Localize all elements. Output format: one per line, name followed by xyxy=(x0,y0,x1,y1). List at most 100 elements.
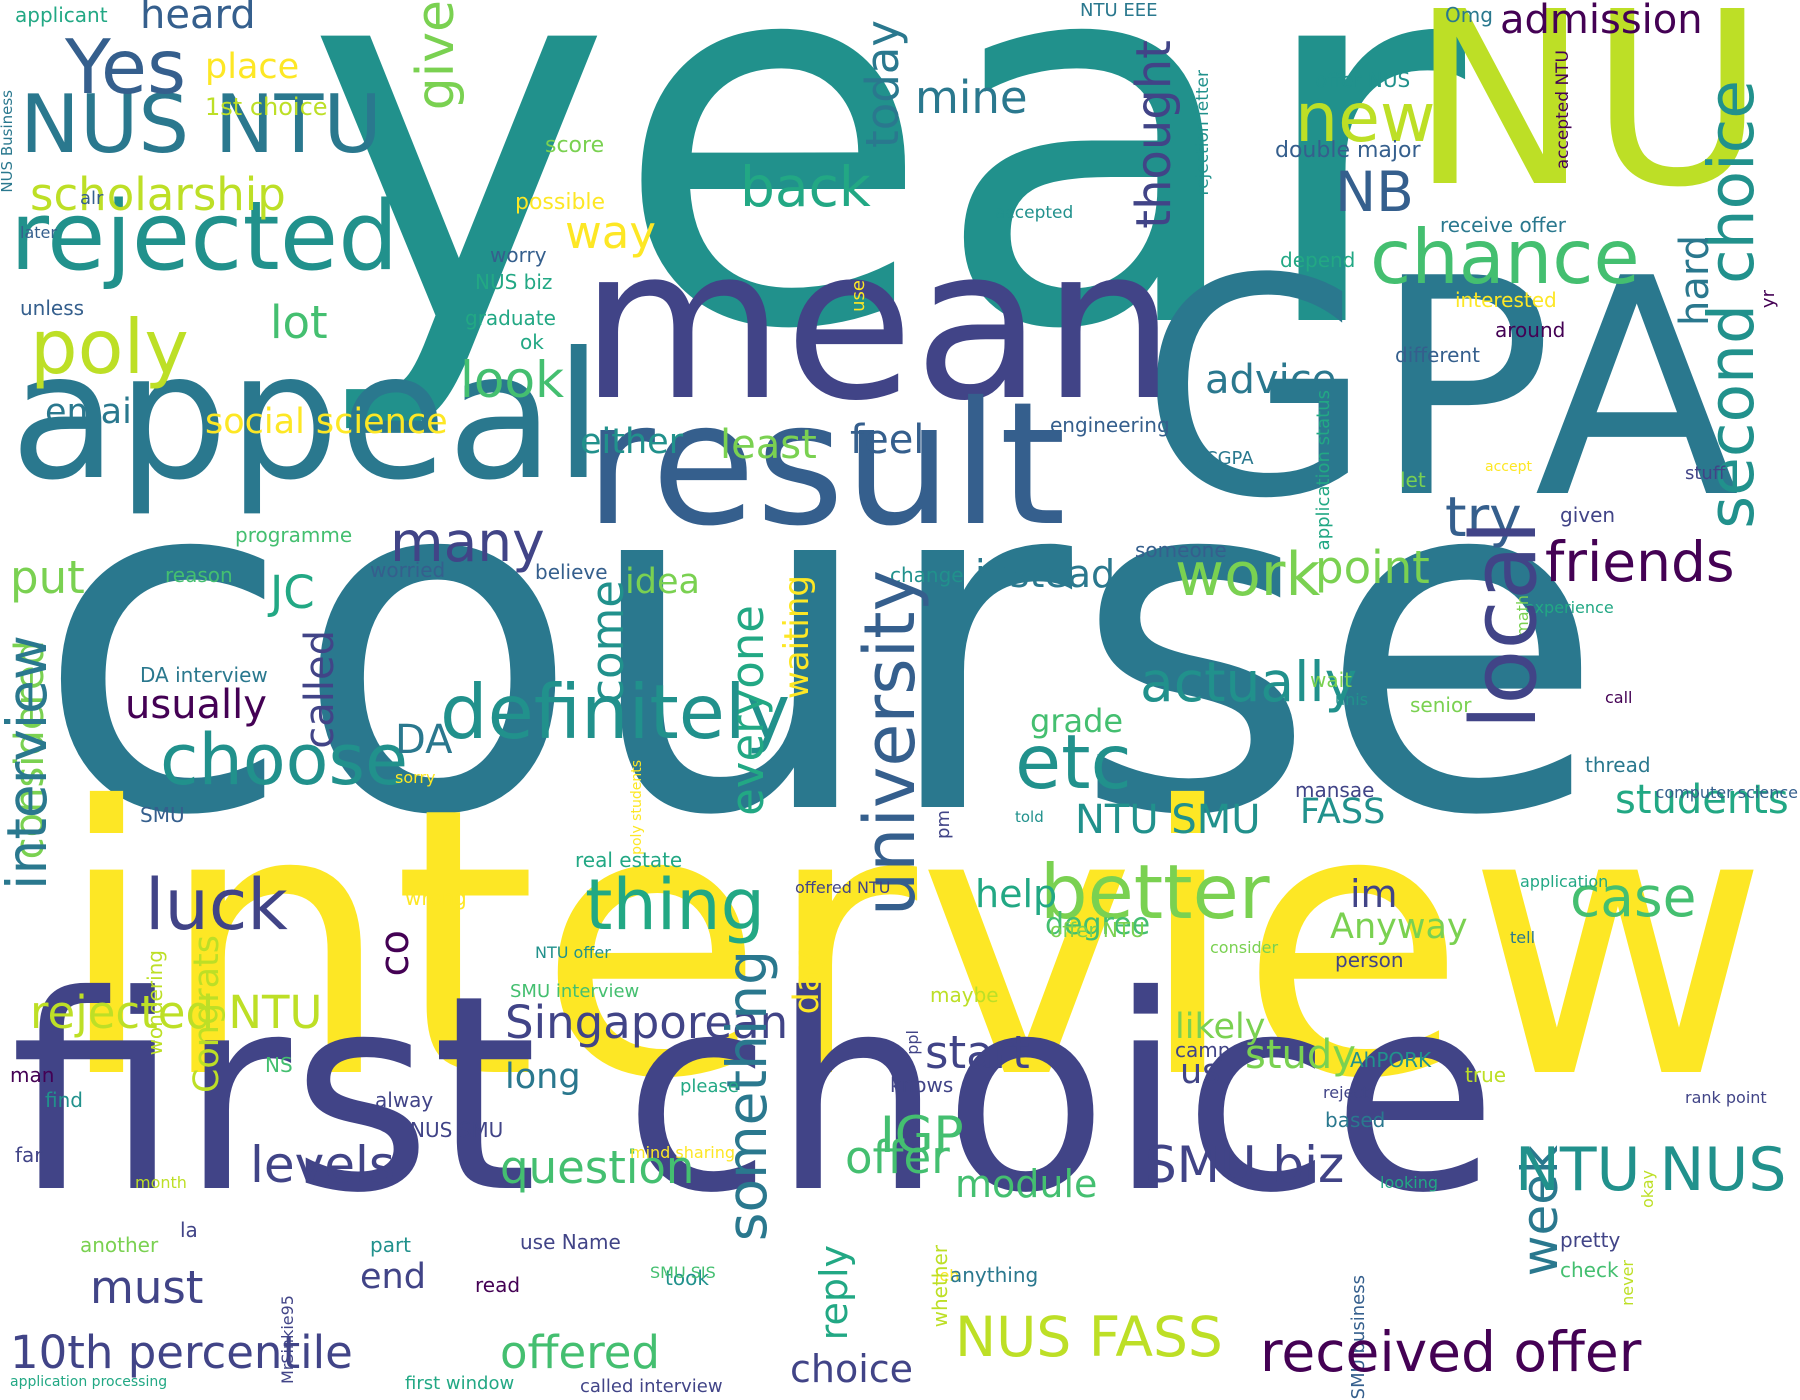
word-alway: alway xyxy=(375,1088,434,1112)
word-appeal: appeal xyxy=(10,316,603,519)
word-usually: usually xyxy=(125,682,267,728)
word-smu-biz: SMU biz xyxy=(1145,1136,1345,1194)
word-waiting: waiting xyxy=(777,575,817,699)
word-real-estate: real estate xyxy=(575,848,683,872)
word-later: later xyxy=(20,223,57,242)
word-10th-percentile: 10th percentile xyxy=(10,1326,353,1379)
word-leh: leh xyxy=(935,1266,960,1285)
word-interview: interview xyxy=(55,730,1770,1160)
word-thread: thread xyxy=(1585,753,1651,777)
word-let: let xyxy=(1400,468,1426,492)
word-1st-choice: 1st choice xyxy=(205,93,328,121)
word-please: please xyxy=(680,1076,739,1097)
word-end: end xyxy=(360,1257,426,1297)
word-thing: thing xyxy=(585,864,766,946)
word-application-processing: application processing xyxy=(10,1374,168,1390)
word-offer: offer xyxy=(845,1131,950,1184)
word-must: must xyxy=(90,1261,204,1314)
word-da: DA xyxy=(395,717,453,763)
word-degree: degree xyxy=(1045,907,1151,942)
word-place: place xyxy=(205,47,300,87)
word-case: case xyxy=(1570,865,1697,929)
word-igp: IGP xyxy=(880,1106,964,1164)
word-part: part xyxy=(370,1233,412,1257)
word-many: many xyxy=(390,510,545,574)
word-nus-ntu: NUS NTU xyxy=(20,78,382,171)
word-based: based xyxy=(1325,1108,1386,1132)
word-nus-smu: NUS SMU xyxy=(410,1118,504,1142)
word-congrats: Congrats xyxy=(187,935,227,1094)
word-ahpork: AhPORK xyxy=(1350,1048,1432,1072)
word-experience: experience xyxy=(1525,598,1614,617)
word-im: im xyxy=(1350,872,1398,916)
word-ok: ok xyxy=(520,330,544,354)
word-chance: chance xyxy=(1370,213,1640,301)
word-grade: grade xyxy=(1030,702,1124,740)
word-okay: okay xyxy=(1638,1170,1657,1209)
word-co: co xyxy=(372,930,418,977)
word-year: year xyxy=(305,0,1466,443)
word-point: point xyxy=(1315,541,1430,594)
word-check: check xyxy=(1560,1258,1619,1282)
word-rank-point: rank point xyxy=(1685,1088,1767,1107)
word-day: day xyxy=(787,950,827,1015)
word-ns: NS xyxy=(265,1053,293,1077)
word-alr: alr xyxy=(80,188,104,209)
word-come: come xyxy=(581,580,634,704)
word-look: look xyxy=(460,351,565,409)
word-nu: NU xyxy=(1410,0,1766,240)
word-smu: SMU xyxy=(140,803,185,827)
word-back: back xyxy=(740,155,871,219)
word-yes: Yes xyxy=(65,23,187,111)
word-friends: friends xyxy=(1545,530,1735,594)
word-application: application xyxy=(1520,872,1609,891)
word-score: score xyxy=(545,133,605,158)
word-today: today xyxy=(856,20,909,148)
word-tell: tell xyxy=(1510,928,1536,947)
word-accepted: accepted xyxy=(995,203,1074,223)
word-jc: JC xyxy=(270,566,315,619)
word-change: change xyxy=(890,563,964,587)
word-poly-students: poly students xyxy=(629,760,645,855)
word-first-choice: first choice xyxy=(10,937,1498,1252)
word-definitely: definitely xyxy=(440,668,791,756)
word-never: never xyxy=(1618,1260,1637,1306)
word-either: either xyxy=(580,422,684,462)
word-instead: instead xyxy=(975,552,1116,596)
word-use-name: use Name xyxy=(520,1230,621,1254)
word-wait: wait xyxy=(1310,668,1353,692)
word-told: told xyxy=(1015,808,1044,826)
word-believe: believe xyxy=(535,560,608,584)
word-levels: levels xyxy=(250,1136,395,1194)
word-worry: worry xyxy=(490,243,547,267)
word-accept: accept xyxy=(1485,459,1532,475)
word-social-science: social science xyxy=(205,402,448,442)
word-luck: luck xyxy=(145,864,288,946)
word-way: way xyxy=(565,206,657,259)
word-better: better xyxy=(1040,848,1270,936)
word-ntu-smu: NTU SMU xyxy=(1075,797,1261,843)
word-call: call xyxy=(1605,688,1633,707)
word-stuff: stuff xyxy=(1685,463,1726,484)
word-different: different xyxy=(1395,343,1480,367)
word-find: find xyxy=(45,1088,83,1112)
word-result: result xyxy=(585,366,1066,564)
word-idea: idea xyxy=(625,562,700,602)
word-depend: depend xyxy=(1280,248,1356,272)
word-give: give xyxy=(406,0,466,111)
word-cgpa: CGPA xyxy=(1205,448,1254,469)
word-long: long xyxy=(505,1057,581,1097)
word-programme: programme xyxy=(235,523,353,547)
word-choose: choose xyxy=(160,719,409,801)
word-interested: interested xyxy=(1455,288,1557,312)
word-sorry: sorry xyxy=(395,768,436,787)
word-took: took xyxy=(665,1266,709,1290)
word-la: la xyxy=(180,1218,198,1242)
word-start: start xyxy=(925,1026,1030,1079)
word-actually: actually xyxy=(1140,650,1358,714)
word-use: use xyxy=(848,280,869,312)
word-rejected: rejected xyxy=(10,182,399,292)
word-engineering: engineering xyxy=(1050,413,1170,437)
word-local: local xyxy=(1452,520,1557,730)
